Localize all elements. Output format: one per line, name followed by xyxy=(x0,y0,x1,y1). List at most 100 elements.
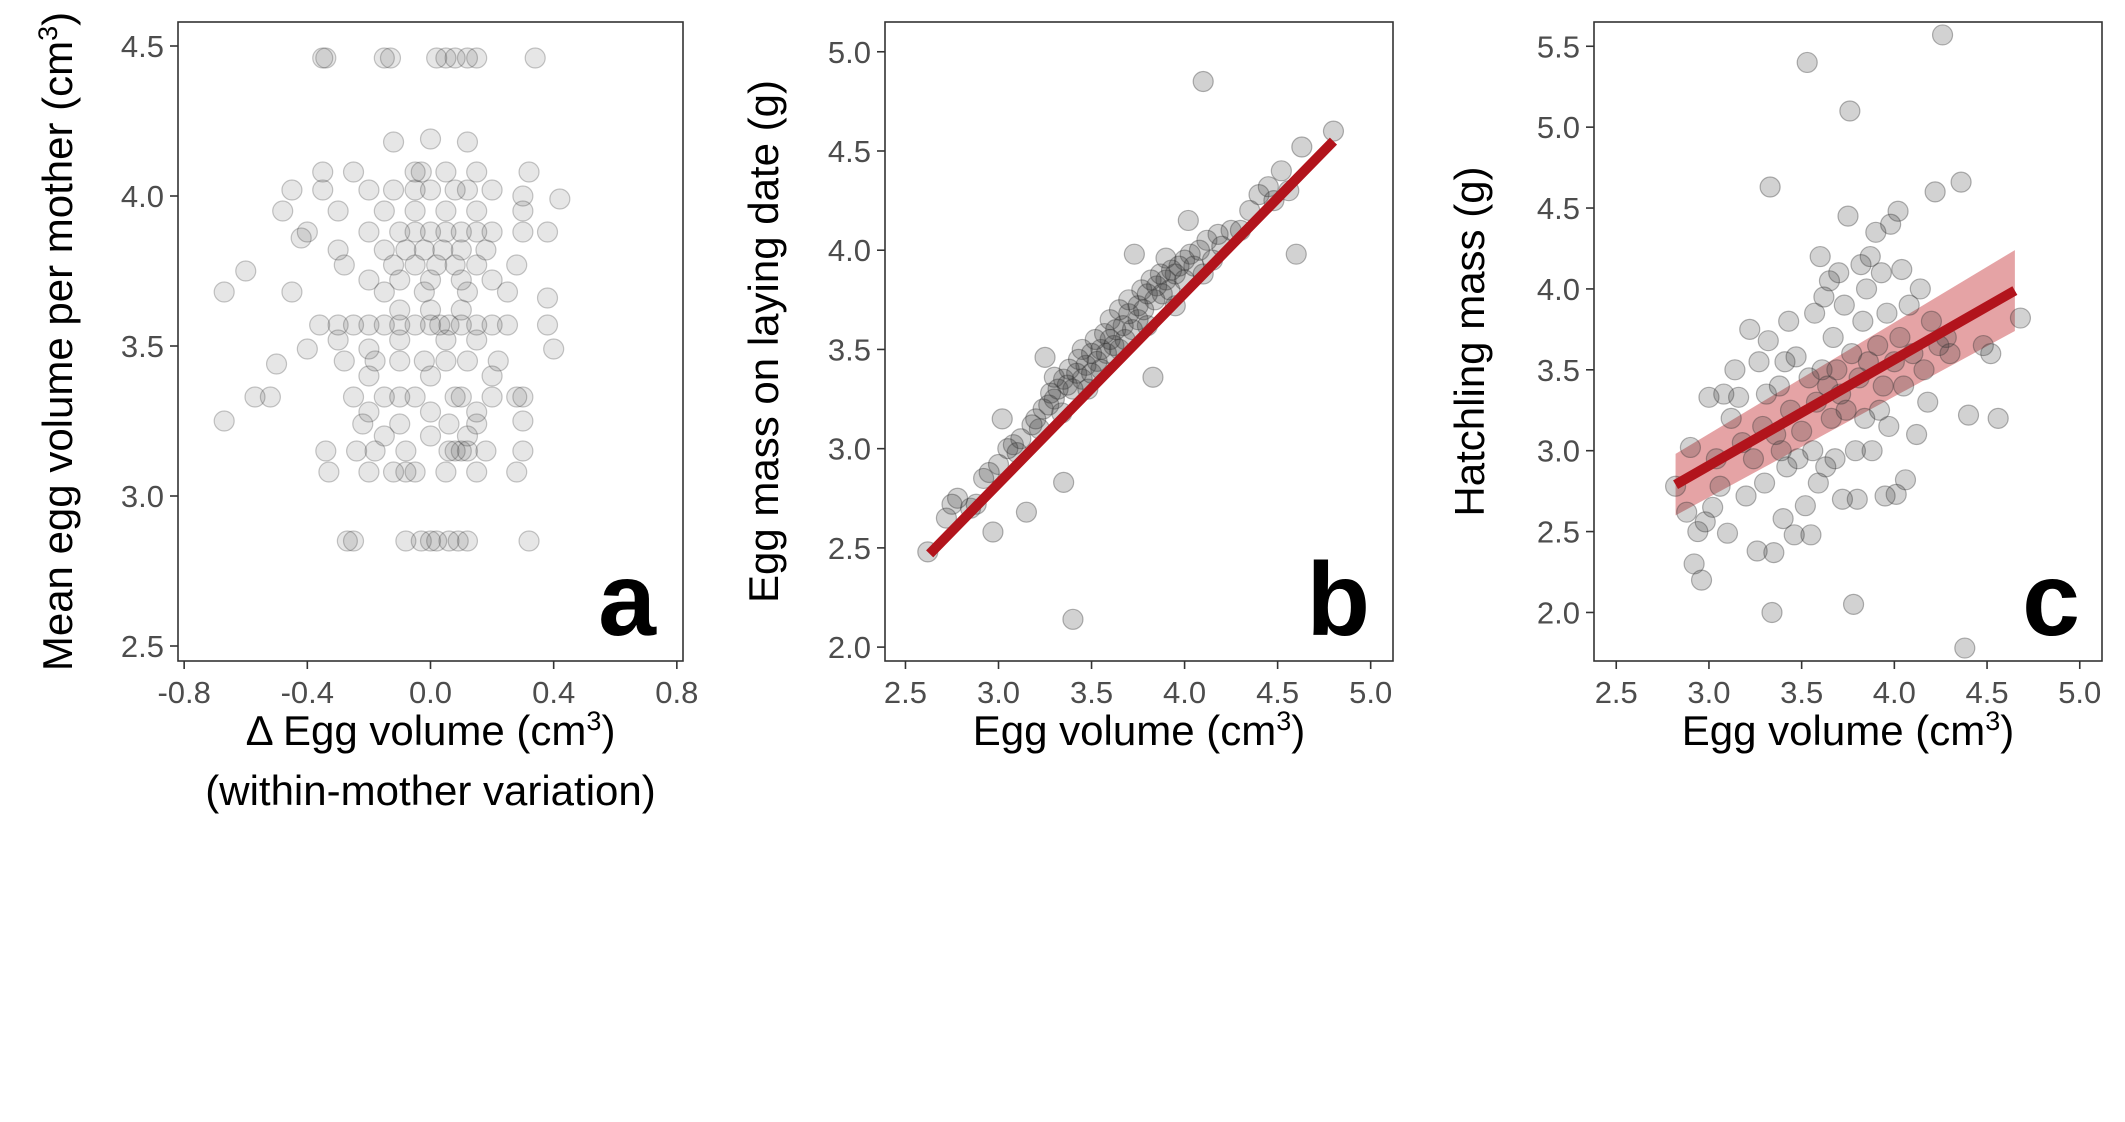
data-point xyxy=(450,314,472,336)
data-point xyxy=(419,530,442,552)
data-point xyxy=(1800,524,1822,546)
data-point xyxy=(1807,472,1829,494)
data-point xyxy=(435,161,457,183)
data-point xyxy=(1090,338,1112,361)
data-point xyxy=(1815,456,1837,478)
y-tick-label: 2.0 xyxy=(1537,595,1580,630)
data-point xyxy=(506,386,528,408)
data-point xyxy=(1144,289,1166,311)
data-point xyxy=(382,461,405,483)
data-point xyxy=(1865,221,1887,243)
data-point xyxy=(1075,354,1097,376)
y-tick-label: 4.0 xyxy=(121,179,164,214)
data-point xyxy=(333,254,355,276)
data-point xyxy=(1831,488,1854,510)
data-point xyxy=(373,425,395,447)
data-point xyxy=(487,350,509,372)
data-point xyxy=(435,350,457,372)
data-point xyxy=(373,200,395,222)
data-point xyxy=(309,314,331,336)
data-point xyxy=(1855,278,1878,300)
data-point xyxy=(419,365,442,387)
data-point xyxy=(1142,366,1164,388)
x-tick-label: 4.0 xyxy=(1873,675,1916,710)
data-point xyxy=(1917,391,1939,413)
data-point xyxy=(389,350,411,372)
data-point xyxy=(1151,283,1173,305)
data-point xyxy=(1824,448,1846,470)
data-point xyxy=(1753,472,1776,494)
data-point xyxy=(1768,375,1791,397)
data-point xyxy=(466,314,488,336)
data-point xyxy=(358,365,380,387)
data-point xyxy=(518,161,540,183)
data-point xyxy=(438,440,460,462)
data-point xyxy=(404,314,426,336)
data-point xyxy=(466,329,488,351)
data-point xyxy=(450,299,472,321)
data-point xyxy=(1168,255,1190,277)
panel-a-x-axis-label: Δ Egg volume (cm3) xyxy=(246,706,616,754)
data-point xyxy=(389,329,411,351)
data-point xyxy=(358,314,380,336)
data-point xyxy=(435,221,457,243)
data-point xyxy=(1694,511,1716,533)
data-point xyxy=(1683,553,1705,575)
data-point xyxy=(373,386,395,408)
data-point xyxy=(364,440,386,462)
data-point xyxy=(444,386,466,408)
data-point xyxy=(410,161,432,183)
data-point xyxy=(1783,524,1805,546)
x-tick-label: 0.8 xyxy=(655,675,698,710)
x-tick-label: 4.5 xyxy=(1256,675,1299,710)
data-point xyxy=(1291,136,1313,158)
data-point xyxy=(1931,24,1954,46)
data-point xyxy=(450,221,472,243)
data-point xyxy=(364,350,386,372)
data-point xyxy=(373,239,395,261)
data-point xyxy=(512,185,534,207)
data-point xyxy=(395,530,417,552)
data-point xyxy=(1248,184,1270,206)
data-point xyxy=(1909,278,1931,300)
data-point xyxy=(312,47,334,69)
data-point xyxy=(395,440,417,462)
data-point xyxy=(475,239,497,261)
data-point xyxy=(481,179,503,201)
data-point xyxy=(1080,342,1103,365)
data-point xyxy=(506,461,528,483)
data-point xyxy=(358,179,380,201)
y-tick-label: 3.5 xyxy=(1537,353,1580,388)
data-point xyxy=(444,179,466,201)
y-tick-label: 4.5 xyxy=(121,29,164,64)
y-tick-label: 4.5 xyxy=(828,134,871,169)
data-point xyxy=(318,461,340,483)
regression-line xyxy=(926,137,1338,558)
data-point xyxy=(456,47,479,69)
data-point xyxy=(1742,448,1765,470)
y-tick-label: 4.0 xyxy=(828,233,871,268)
data-point xyxy=(312,161,334,183)
data-point xyxy=(447,530,469,552)
data-point xyxy=(466,47,488,69)
data-point xyxy=(312,179,334,201)
x-tick-label: 3.5 xyxy=(1070,675,1113,710)
data-point xyxy=(973,467,995,490)
data-point xyxy=(987,453,1010,476)
data-point xyxy=(1774,351,1796,373)
data-point xyxy=(1939,343,1961,365)
data-point xyxy=(518,530,540,552)
data-point xyxy=(1772,508,1794,530)
panel-c-frame xyxy=(1593,21,2103,662)
data-point xyxy=(296,221,318,243)
data-point xyxy=(1844,440,1867,462)
data-point xyxy=(1062,608,1084,630)
data-point xyxy=(327,239,349,261)
data-point xyxy=(327,314,349,336)
data-point xyxy=(438,530,460,552)
data-point xyxy=(1859,245,1881,268)
data-point xyxy=(1053,471,1075,493)
data-point xyxy=(1957,404,1980,426)
data-point xyxy=(512,440,534,462)
